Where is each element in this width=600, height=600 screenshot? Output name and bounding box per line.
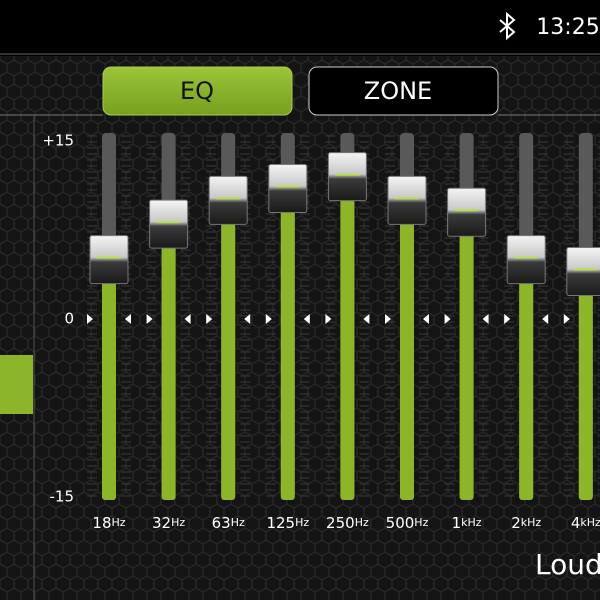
band-label: 250Hz	[326, 514, 369, 532]
zero-marker	[146, 314, 153, 324]
band-unit: kHz	[461, 516, 482, 529]
band-freq: 18	[92, 514, 111, 532]
slider-level	[221, 200, 236, 501]
slider-knob	[327, 152, 367, 202]
zero-marker	[325, 314, 332, 324]
band-freq: 32	[152, 514, 171, 532]
y-tick-label: +15	[42, 132, 74, 150]
tab-eq[interactable]	[102, 66, 293, 116]
status-bar	[0, 0, 600, 54]
zero-marker	[184, 314, 191, 324]
zero-marker	[504, 314, 511, 324]
zero-marker	[244, 314, 251, 324]
slider-knob	[566, 247, 600, 297]
zero-marker	[542, 314, 549, 324]
slider-knob	[149, 199, 189, 249]
band-freq: 63	[212, 514, 231, 532]
slider-knob	[506, 235, 546, 285]
band-unit: kHz	[580, 516, 600, 529]
slider-knob	[208, 175, 248, 225]
slider-knob	[268, 163, 308, 213]
band-label: 32Hz	[152, 514, 185, 532]
band-label: 2kHz	[511, 514, 541, 532]
zero-marker	[482, 314, 489, 324]
band-freq: 4	[571, 514, 581, 532]
slider-level	[459, 212, 474, 500]
band-label: 500Hz	[386, 514, 429, 532]
band-unit: Hz	[112, 516, 126, 529]
tab-label: EQ	[180, 77, 214, 105]
sidebar-selected[interactable]	[0, 355, 33, 414]
zero-marker	[385, 314, 391, 324]
slider-level	[519, 259, 534, 500]
band-unit: Hz	[355, 516, 369, 529]
band-freq: 250	[326, 514, 355, 532]
zero-marker	[563, 314, 570, 324]
slider-level	[280, 188, 295, 500]
y-tick-label: -15	[50, 488, 75, 506]
zero-marker	[87, 314, 93, 324]
slider-level	[578, 271, 593, 500]
band-freq: 500	[386, 514, 415, 532]
band-label: 18Hz	[92, 514, 125, 532]
zero-marker	[423, 314, 429, 324]
zero-marker	[206, 314, 213, 324]
band-unit: Hz	[171, 516, 185, 529]
band-label: 1kHz	[452, 514, 482, 532]
slider-level	[161, 224, 176, 501]
slider-level	[400, 200, 414, 501]
band-unit: Hz	[414, 516, 428, 529]
y-tick-label: 0	[64, 310, 74, 328]
band-unit: Hz	[295, 516, 309, 529]
slider-level	[340, 176, 355, 500]
band-label: 63Hz	[212, 514, 245, 532]
tab-zone[interactable]	[308, 66, 499, 116]
clock: 13:25	[536, 15, 599, 40]
loudness-label[interactable]: Loudness	[535, 548, 600, 581]
band-unit: kHz	[521, 516, 542, 529]
slider-knob	[447, 187, 487, 237]
zero-marker	[363, 314, 370, 324]
slider-knob	[89, 235, 129, 285]
zero-marker	[444, 314, 451, 324]
bluetooth-icon	[499, 11, 516, 41]
zero-marker	[265, 314, 272, 324]
zero-marker	[125, 314, 131, 324]
tab-label: ZONE	[364, 77, 432, 105]
slider-knob	[387, 175, 427, 225]
band-freq: 2	[511, 514, 521, 532]
zero-marker	[303, 314, 310, 324]
band-label: 4kHz	[571, 514, 600, 532]
band-unit: Hz	[231, 516, 245, 529]
band-freq: 125	[266, 514, 295, 532]
slider-level	[102, 259, 116, 500]
band-label: 125Hz	[266, 514, 309, 532]
band-freq: 1	[452, 514, 462, 532]
